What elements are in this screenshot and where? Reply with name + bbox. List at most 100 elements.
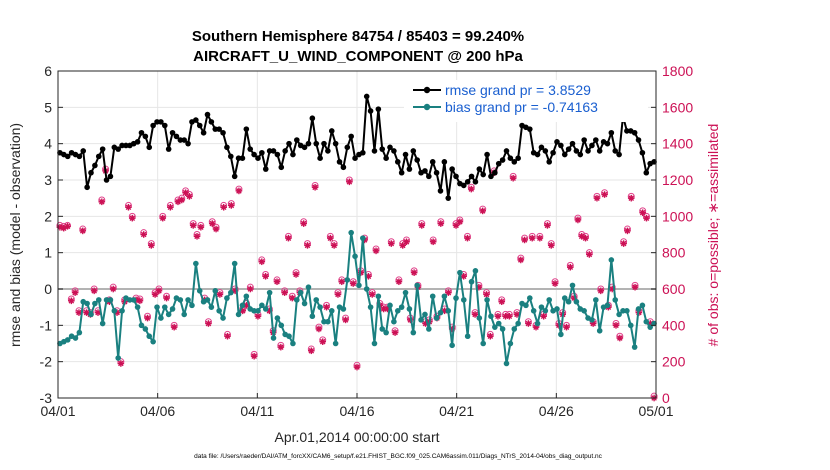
bias-point — [216, 308, 222, 314]
rmse-point — [325, 148, 331, 154]
obs-assimilated-point — [639, 209, 646, 216]
obs-assimilated-point — [418, 222, 426, 229]
obs-assimilated-point — [566, 263, 574, 271]
rmse-point — [379, 146, 386, 152]
rmse-point — [589, 142, 595, 149]
obs-assimilated-point — [71, 289, 79, 296]
bias-point — [146, 333, 153, 340]
obs-assimilated-point — [64, 223, 71, 230]
obs-assimilated-point — [643, 214, 650, 222]
obs-assimilated-point — [483, 291, 490, 298]
rmse-point — [363, 93, 370, 100]
bias-point — [161, 304, 168, 310]
bias-point — [480, 340, 487, 347]
rmse-point — [259, 149, 265, 156]
obs-assimilated-point — [277, 343, 285, 351]
bias-point — [569, 282, 576, 289]
left-tick-label: 5 — [44, 99, 52, 115]
rmse-point — [196, 122, 203, 129]
bias-point — [538, 304, 545, 310]
rmse-point — [255, 155, 261, 161]
rmse-point — [394, 159, 401, 165]
obs-assimilated-point — [547, 242, 555, 249]
bias-point — [111, 308, 118, 314]
obs-assimilated-point — [205, 320, 212, 327]
obs-assimilated-point — [304, 242, 311, 249]
bias-point — [107, 297, 114, 303]
rmse-point — [150, 122, 156, 129]
bias-point — [169, 306, 176, 312]
bias-point — [635, 306, 642, 312]
obs-assimilated-point — [315, 325, 323, 333]
bias-point — [340, 306, 347, 312]
bias-point — [212, 288, 219, 294]
bias-point — [573, 298, 580, 305]
rmse-point — [550, 149, 556, 156]
obs-assimilated-point — [167, 203, 174, 211]
rmse-point — [274, 151, 281, 158]
rmse-point — [185, 140, 191, 147]
chart-title-line2: AIRCRAFT_U_WIND_COMPONENT @ 200 hPa — [193, 48, 523, 65]
obs-assimilated-point — [342, 316, 349, 324]
bias-point — [534, 320, 541, 327]
obs-assimilated-point — [193, 233, 201, 240]
rmse-point — [88, 169, 94, 176]
rmse-point — [554, 139, 560, 145]
obs-assimilated-point — [212, 225, 220, 233]
bias-point — [189, 302, 195, 309]
bias-point — [204, 297, 211, 303]
rmse-point — [282, 148, 288, 154]
bias-point — [402, 289, 409, 296]
rmse-point — [64, 153, 71, 160]
rmse-point — [247, 146, 254, 152]
obs-assimilated-point — [544, 222, 551, 229]
right-tick-label: 400 — [662, 317, 686, 333]
left-tick-label: 0 — [44, 281, 52, 297]
x-axis-label: Apr.01,2014 00:00:00 start — [274, 429, 439, 445]
rmse-point — [115, 146, 121, 152]
obs-assimilated-point — [189, 222, 197, 229]
obs-assimilated-point — [353, 363, 361, 371]
bias-point — [297, 289, 304, 296]
right-axis-ticks: 0 200 400 600 800 1000 1200 1400 1600 1800 — [651, 63, 693, 406]
bias-point — [150, 338, 156, 345]
bias-point — [84, 300, 90, 307]
obs-assimilated-point — [197, 223, 205, 231]
obs-assimilated-point — [247, 285, 254, 293]
bias-point — [418, 317, 424, 323]
bias-point — [332, 340, 339, 347]
bias-point — [627, 322, 634, 329]
rmse-point — [635, 137, 642, 143]
obs-assimilated-point — [525, 320, 532, 327]
bias-point — [181, 311, 188, 318]
rmse-point — [604, 140, 611, 147]
rmse-point — [134, 139, 141, 145]
rmse-point — [146, 144, 153, 151]
bias-point — [546, 297, 553, 303]
rmse-point — [340, 164, 347, 171]
rmse-point — [612, 148, 619, 154]
rmse-point — [76, 153, 83, 160]
bias-point — [290, 340, 296, 347]
rmse-point — [165, 146, 172, 152]
rmse-point — [561, 151, 568, 158]
bias-point — [426, 326, 432, 332]
obs-assimilated-point — [601, 191, 608, 198]
right-tick-label: 200 — [662, 354, 686, 370]
rmse-point — [177, 137, 184, 143]
obs-assimilated-point — [410, 269, 418, 276]
obs-assimilated-point — [170, 323, 178, 331]
obs-assimilated-point — [125, 203, 132, 211]
obs-assimilated-point — [216, 291, 224, 298]
rmse-point — [511, 159, 518, 165]
bias-point — [321, 318, 327, 325]
bias-point — [453, 295, 459, 301]
x-tick-label: 04/21 — [439, 403, 474, 419]
obs-assimilated-point — [273, 278, 281, 286]
left-axis-ticks: -3 -2 -1 0 1 2 3 4 5 6 — [40, 63, 63, 406]
bias-point — [99, 320, 106, 327]
obs-assimilated-point — [258, 258, 266, 266]
rmse-point — [410, 148, 417, 154]
obs-assimilated-point — [220, 203, 227, 211]
